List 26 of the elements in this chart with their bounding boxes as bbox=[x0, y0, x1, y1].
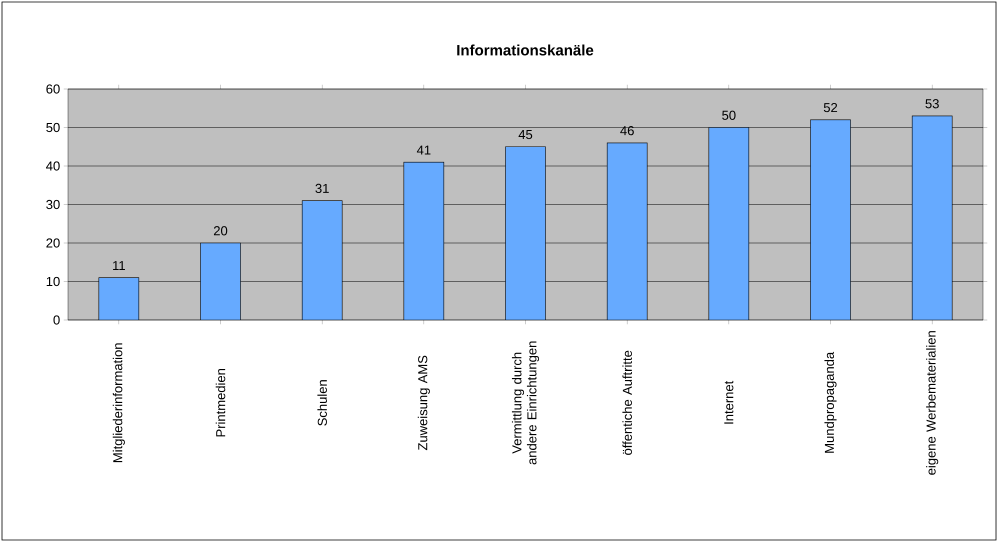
data-label: 52 bbox=[824, 102, 838, 112]
y-tick-label: 40 bbox=[46, 161, 60, 171]
data-label: 45 bbox=[518, 130, 532, 140]
data-label: 31 bbox=[315, 184, 329, 194]
data-label: 41 bbox=[416, 146, 430, 155]
y-tick-label: 10 bbox=[46, 276, 60, 286]
x-tick-label: Zuweisung AMS bbox=[418, 356, 430, 450]
y-tick-label: 60 bbox=[46, 84, 60, 94]
x-tick-label: Mundpropaganda bbox=[824, 352, 837, 453]
x-tick-label: Mitgliederinformation bbox=[112, 343, 125, 462]
x-tick-label: Printmedien bbox=[216, 368, 226, 436]
y-tick-label: 50 bbox=[46, 122, 60, 132]
y-tick-label: 0 bbox=[53, 315, 60, 325]
x-tick-label: eigene Werbematerialien bbox=[926, 331, 938, 475]
x-tick-label: Schulen bbox=[317, 380, 327, 426]
x-tick-label: Vermittlung durch andere Einrichtungen bbox=[512, 342, 540, 464]
y-tick-label: 30 bbox=[46, 200, 60, 210]
data-label: 46 bbox=[620, 126, 634, 136]
chart-title: Informationskanäle bbox=[457, 44, 594, 56]
y-tick-label: 20 bbox=[46, 238, 60, 248]
x-tick-label: Internet bbox=[724, 380, 734, 424]
data-label: 53 bbox=[925, 99, 939, 108]
x-tick-label: öffentiche Auftritte bbox=[622, 350, 632, 455]
data-label: 50 bbox=[722, 110, 736, 120]
data-label: 11 bbox=[113, 261, 125, 270]
data-label: 20 bbox=[214, 226, 228, 236]
